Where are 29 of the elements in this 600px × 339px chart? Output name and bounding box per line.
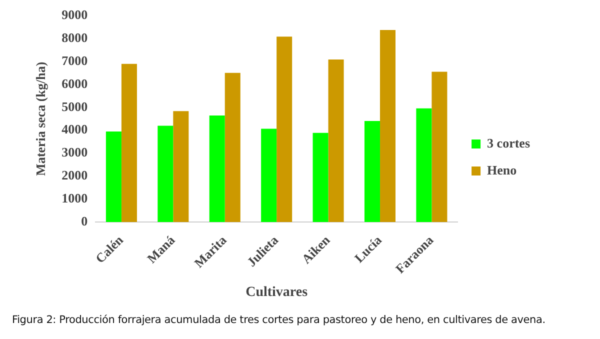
- bar: [416, 108, 432, 222]
- bar: [106, 131, 122, 222]
- x-axis-title: Cultivares: [246, 285, 308, 300]
- bar: [364, 120, 380, 222]
- bar: [380, 30, 396, 222]
- y-tick-label: 1000: [62, 190, 88, 206]
- legend-label: 3 cortes: [487, 135, 530, 150]
- y-tick-label: 3000: [62, 144, 88, 160]
- bar: [261, 128, 277, 222]
- y-tick-label: 4000: [62, 122, 88, 137]
- y-tick-label: 2000: [62, 168, 88, 183]
- y-axis-title: Materia seca (kg/ha): [33, 62, 48, 176]
- y-tick-label: 8000: [62, 30, 88, 46]
- bar: [432, 72, 448, 222]
- legend-label: Heno: [487, 162, 517, 178]
- y-tick-label: 9000: [62, 7, 88, 22]
- bar: [173, 111, 189, 222]
- bar: [158, 126, 174, 222]
- y-tick-label: 7000: [62, 52, 88, 68]
- y-tick-label: 0: [81, 213, 88, 228]
- bar: [121, 64, 137, 222]
- bar: [209, 115, 225, 222]
- bar: [312, 132, 328, 222]
- bar: [224, 72, 240, 222]
- bar: [328, 60, 344, 222]
- y-tick-label: 5000: [62, 98, 88, 114]
- y-tick-label: 6000: [62, 76, 88, 91]
- bar: [276, 36, 292, 222]
- text: Figura 2: Producción forrajera acumulada de tres cortes para pastoreo y de heno, en cultivares de avena.: [12, 314, 546, 326]
